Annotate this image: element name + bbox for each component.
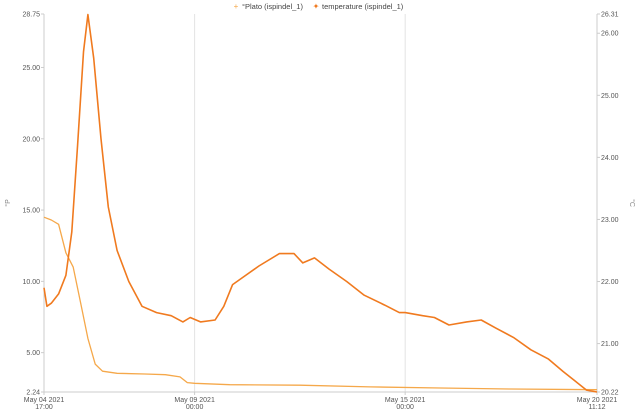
legend-item[interactable]: + °Plato (ispindel_1)	[234, 2, 304, 11]
x-tick-label: 00:00	[396, 404, 414, 411]
y-right-tick-label: 25.00	[601, 93, 619, 100]
x-tick-label: May 09 2021	[174, 397, 215, 404]
series-layer	[43, 13, 598, 393]
x-tick-label: 11:12	[589, 404, 606, 411]
y-right-tick-label: 26.31	[601, 12, 619, 19]
y-left-tick-label: 25.00	[22, 65, 40, 72]
legend-label: temperature (ispindel_1)	[322, 2, 404, 11]
y-axis-right: 20.22 21.00 22.00 23.00 24.00 25.00 26.00 26.31…	[596, 12, 636, 397]
y-right-tick-label: 24.00	[601, 155, 619, 162]
x-tick-label: May 20 2021	[577, 397, 618, 404]
y-right-tick-label: 22.00	[601, 279, 619, 286]
y-left-tick-label: 28.75	[22, 12, 40, 19]
y-right-tick-label: 23.00	[601, 217, 619, 224]
y-left-tick-label: 5.00	[26, 350, 40, 357]
legend-marker-icon: +	[234, 2, 239, 11]
x-tick-label: 17:00	[35, 404, 53, 411]
y-left-tick-label: 15.00	[22, 208, 40, 215]
y-right-axis-label: °C	[628, 199, 636, 207]
legend-label: °Plato (ispindel_1)	[242, 2, 303, 11]
y-right-tick-label: 20.22	[601, 390, 619, 397]
legend[interactable]: + °Plato (ispindel_1) ✦ temperature (ispind…	[234, 2, 404, 11]
legend-item[interactable]: ✦ temperature (ispindel_1)	[313, 2, 404, 11]
x-tick-label: May 15 2021	[385, 397, 426, 404]
y-right-tick-label: 26.00	[601, 31, 619, 38]
y-left-tick-label: 2.24	[26, 390, 40, 397]
y-left-tick-label: 10.00	[22, 279, 40, 286]
y-left-axis-label: °P	[4, 199, 12, 207]
y-right-tick-label: 21.00	[601, 341, 619, 348]
series-line-temperature	[43, 13, 598, 393]
grid-lines	[43, 14, 598, 392]
series-line-plato	[43, 216, 598, 391]
x-tick-label: 00:00	[186, 404, 204, 411]
y-left-tick-label: 20.00	[22, 136, 40, 143]
x-tick-label: May 04 2021	[24, 397, 65, 404]
legend-marker-icon: ✦	[313, 2, 320, 11]
y-axis-left: 2.24 5.00 10.00 15.00 20.00 25.00 28.75 °P	[4, 12, 45, 397]
